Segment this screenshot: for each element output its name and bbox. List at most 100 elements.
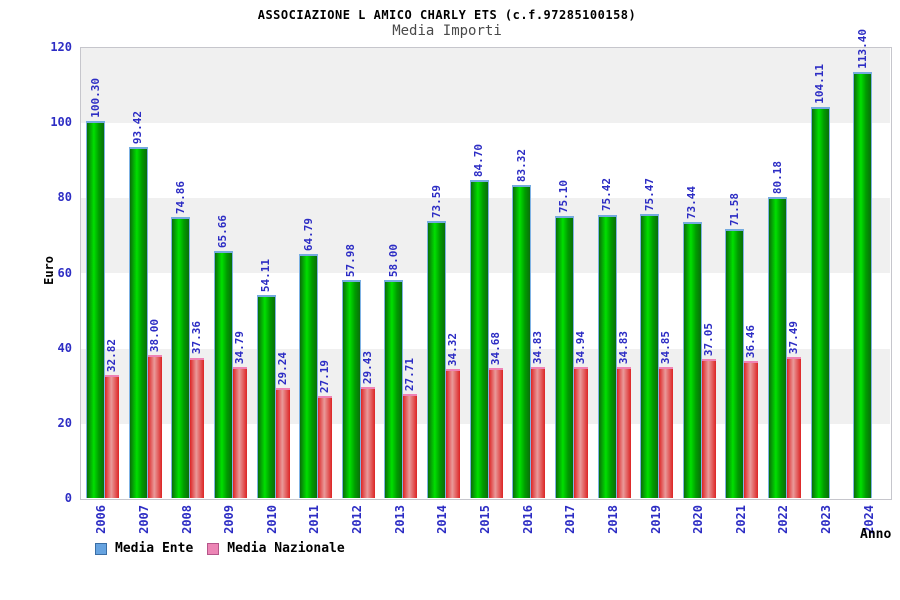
bar-value-label-media-ente-2006: 100.30 [88, 78, 102, 119]
y-axis-title: Euro [42, 256, 56, 285]
bar-media-nazionale-2015 [488, 367, 503, 498]
x-tick-label-2007: 2007 [136, 505, 151, 534]
bar-value-label-media-ente-2008: 74.86 [173, 180, 187, 214]
bar-value-label-media-nazionale-2016: 34.83 [531, 330, 545, 365]
chart-subtitle: Media Importi [392, 23, 502, 39]
bar-media-nazionale-2016 [531, 367, 546, 498]
x-tick-label-2021: 2021 [733, 505, 748, 534]
y-tick-label: 60 [57, 265, 72, 280]
bar-media-nazionale-2020 [701, 358, 716, 498]
x-tick-label-2006: 2006 [94, 505, 109, 534]
legend-label-media-ente: Media Ente [115, 541, 194, 556]
x-tick-label-2022: 2022 [776, 505, 791, 534]
bar-media-ente-2023 [810, 106, 830, 498]
bar-media-nazionale-2008 [190, 357, 205, 498]
bar-value-label-media-ente-2010: 54.11 [259, 258, 273, 292]
bar-value-label-media-ente-2015: 84.70 [472, 143, 486, 177]
bar-value-label-media-nazionale-2012: 29.43 [360, 351, 374, 385]
bar-media-ente-2010 [256, 294, 276, 498]
x-tick-label-2008: 2008 [179, 505, 194, 534]
x-tick-label-2011: 2011 [307, 505, 322, 534]
bar-value-label-media-nazionale-2011: 27.19 [318, 359, 332, 393]
bar-media-ente-2019 [640, 214, 660, 498]
y-tick-label: 20 [57, 415, 72, 430]
bar-media-ente-2007 [128, 146, 148, 498]
bar-value-label-media-nazionale-2008: 37.36 [190, 321, 204, 355]
bar-media-nazionale-2014 [446, 369, 461, 498]
bar-media-ente-2020 [682, 221, 702, 498]
bar-value-label-media-ente-2014: 73.59 [429, 185, 443, 219]
bar-value-label-media-ente-2023: 104.11 [813, 63, 827, 104]
bar-value-label-media-nazionale-2014: 34.32 [446, 332, 460, 367]
bar-value-label-media-ente-2019: 75.47 [642, 178, 656, 212]
legend-label-media-nazionale: Media Nazionale [227, 541, 345, 556]
legend-swatch-media-nazionale [207, 542, 220, 555]
bar-value-label-media-nazionale-2022: 37.49 [787, 320, 801, 355]
y-tick-label: 80 [57, 190, 72, 205]
y-tick-label: 120 [50, 40, 72, 54]
bar-value-label-media-nazionale-2007: 38.00 [147, 319, 161, 353]
bar-media-ente-2008 [171, 216, 191, 498]
bar-value-label-media-ente-2013: 58.00 [386, 243, 400, 278]
bar-media-nazionale-2009 [232, 367, 247, 498]
x-tick-label-2013: 2013 [392, 505, 407, 534]
bar-value-label-media-nazionale-2018: 34.83 [616, 330, 630, 365]
y-tick-label: 0 [64, 491, 72, 505]
bar-media-ente-2018 [597, 214, 617, 498]
bar-value-label-media-ente-2012: 57.98 [344, 243, 358, 278]
bar-value-label-media-ente-2009: 65.66 [216, 215, 230, 249]
bar-value-label-media-nazionale-2019: 34.85 [659, 330, 673, 365]
bar-value-label-media-ente-2022: 80.18 [770, 160, 784, 194]
bar-media-ente-2015 [469, 179, 489, 498]
bar-media-nazionale-2018 [616, 367, 631, 498]
bar-value-label-media-nazionale-2006: 32.82 [105, 338, 118, 372]
x-tick-label-2010: 2010 [264, 505, 279, 534]
bar-media-ente-2009 [213, 251, 233, 498]
x-tick-label-2015: 2015 [478, 505, 492, 534]
y-tick-label: 40 [57, 340, 72, 355]
bar-media-ente-2014 [427, 221, 447, 498]
bar-media-nazionale-2019 [659, 367, 674, 498]
x-tick-label-2023: 2023 [819, 505, 834, 534]
bar-media-nazionale-2017 [573, 366, 588, 498]
bar-media-ente-2016 [512, 184, 532, 498]
bar-media-ente-2021 [725, 228, 745, 498]
chart-legend: Media Ente Media Nazionale [95, 541, 359, 556]
bar-media-ente-2006 [86, 121, 105, 498]
bar-media-nazionale-2010 [275, 388, 290, 498]
bar-value-label-media-ente-2016: 83.32 [514, 148, 528, 182]
x-tick-label-2019: 2019 [648, 505, 663, 534]
bar-media-nazionale-2013 [403, 393, 418, 498]
bar-value-label-media-ente-2020: 73.44 [685, 185, 699, 219]
x-axis-title: Anno [860, 527, 892, 542]
bar-media-ente-2011 [299, 254, 319, 498]
x-tick-label-2020: 2020 [691, 505, 706, 534]
bar-media-nazionale-2006 [105, 374, 119, 498]
x-tick-label-2018: 2018 [605, 505, 620, 534]
bar-media-ente-2022 [768, 196, 788, 498]
bar-value-label-media-ente-2007: 93.42 [131, 110, 145, 144]
bar-media-nazionale-2012 [360, 387, 375, 498]
bar-value-label-media-nazionale-2013: 27.71 [403, 357, 417, 391]
bar-value-label-media-nazionale-2021: 36.46 [744, 324, 758, 358]
bar-media-ente-2017 [554, 215, 574, 498]
bar-media-nazionale-2022 [787, 357, 802, 498]
plot-band [81, 48, 890, 124]
x-tick-label-2012: 2012 [350, 505, 365, 534]
chart-title: ASSOCIAZIONE L AMICO CHARLY ETS (c.f.972… [257, 8, 637, 22]
bar-media-ente-2013 [384, 280, 404, 498]
bar-value-label-media-ente-2017: 75.10 [557, 179, 571, 213]
bar-value-label-media-nazionale-2009: 34.79 [232, 331, 246, 365]
bar-value-label-media-ente-2024: 113.40 [855, 29, 869, 69]
x-tick-label-2009: 2009 [222, 505, 237, 534]
bar-value-label-media-ente-2018: 75.42 [600, 178, 614, 212]
bar-value-label-media-ente-2011: 64.79 [301, 218, 315, 252]
bar-value-label-media-ente-2021: 71.58 [727, 192, 741, 226]
bar-media-ente-2012 [341, 280, 361, 498]
bar-value-label-media-nazionale-2017: 34.94 [573, 330, 587, 364]
bar-value-label-media-nazionale-2010: 29.24 [275, 351, 289, 386]
x-tick-label-2016: 2016 [520, 505, 535, 534]
bar-media-nazionale-2011 [318, 395, 333, 498]
bar-value-label-media-nazionale-2015: 34.68 [488, 331, 502, 365]
